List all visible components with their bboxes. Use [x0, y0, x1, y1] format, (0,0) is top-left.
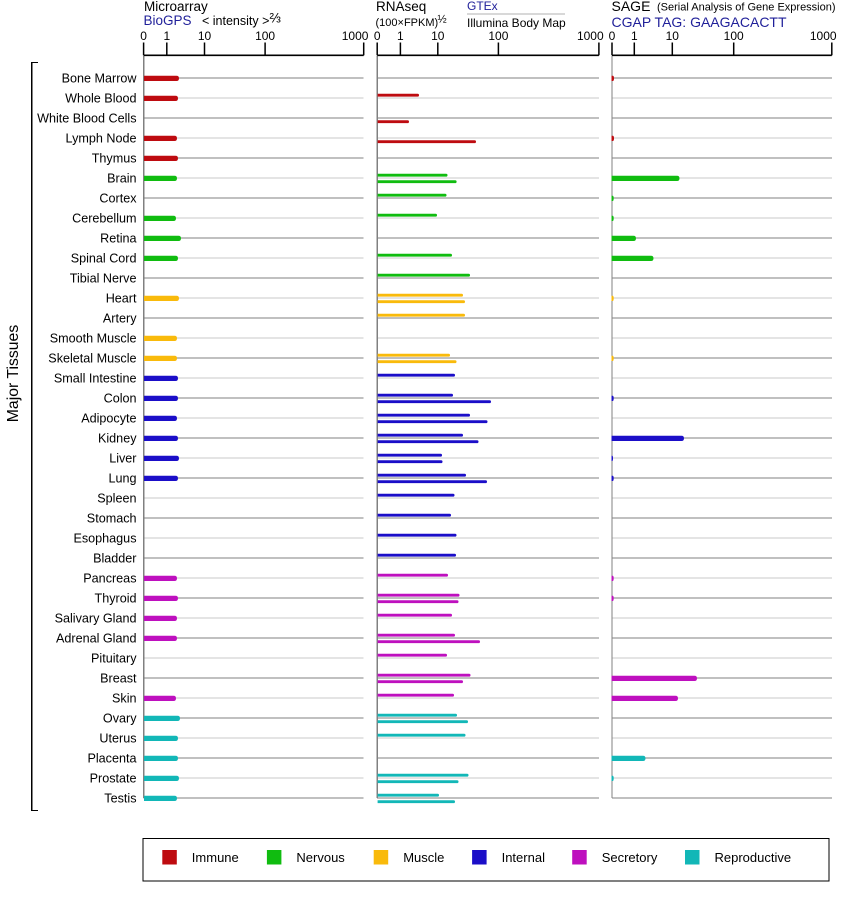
- svg-text:Microarray: Microarray: [144, 0, 208, 14]
- svg-text:CGAP TAG: GAAGACACTT: CGAP TAG: GAAGACACTT: [612, 14, 787, 30]
- svg-text:Placenta: Placenta: [87, 752, 136, 766]
- svg-text:(Serial Analysis of Gene Expre: (Serial Analysis of Gene Expression): [657, 2, 836, 14]
- svg-text:SAGE: SAGE: [612, 0, 651, 14]
- svg-text:Heart: Heart: [106, 292, 137, 306]
- svg-text:Cortex: Cortex: [99, 192, 137, 206]
- svg-text:Lung: Lung: [108, 472, 136, 486]
- svg-text:GTEx: GTEx: [467, 0, 498, 13]
- svg-text:Internal: Internal: [502, 850, 545, 865]
- svg-text:Cerebellum: Cerebellum: [72, 212, 136, 226]
- svg-text:Spleen: Spleen: [97, 492, 136, 506]
- svg-text:Esophagus: Esophagus: [73, 532, 136, 546]
- svg-text:(100×FPKM): (100×FPKM): [376, 17, 439, 29]
- svg-text:Muscle: Muscle: [403, 850, 444, 865]
- svg-text:Kidney: Kidney: [98, 432, 137, 446]
- svg-text:100: 100: [724, 29, 744, 43]
- svg-text:Whole Blood: Whole Blood: [65, 92, 136, 106]
- svg-text:1000: 1000: [342, 29, 369, 43]
- svg-text:Nervous: Nervous: [296, 850, 345, 865]
- svg-text:Artery: Artery: [103, 312, 137, 326]
- svg-text:Salivary Gland: Salivary Gland: [55, 612, 137, 626]
- svg-text:< intensity >: < intensity >: [202, 14, 269, 28]
- svg-text:Skeletal Muscle: Skeletal Muscle: [48, 352, 136, 366]
- svg-text:Uterus: Uterus: [99, 732, 136, 746]
- svg-text:10: 10: [666, 29, 680, 43]
- svg-text:Secretory: Secretory: [602, 850, 658, 865]
- svg-text:0: 0: [140, 29, 147, 43]
- svg-text:White Blood Cells: White Blood Cells: [37, 112, 136, 126]
- svg-text:Immune: Immune: [192, 850, 239, 865]
- svg-text:½: ½: [438, 13, 447, 25]
- svg-text:100: 100: [488, 29, 508, 43]
- svg-text:0: 0: [609, 29, 616, 43]
- svg-text:1: 1: [631, 29, 638, 43]
- svg-text:Retina: Retina: [100, 232, 136, 246]
- svg-text:0: 0: [374, 29, 381, 43]
- svg-text:Tibial Nerve: Tibial Nerve: [70, 272, 137, 286]
- svg-text:RNAseq: RNAseq: [376, 0, 426, 14]
- svg-text:BioGPS: BioGPS: [144, 13, 192, 28]
- svg-text:Prostate: Prostate: [90, 772, 137, 786]
- svg-text:Adipocyte: Adipocyte: [81, 412, 136, 426]
- svg-text:Brain: Brain: [107, 172, 136, 186]
- svg-text:Lymph Node: Lymph Node: [66, 132, 137, 146]
- svg-text:Spinal Cord: Spinal Cord: [71, 252, 137, 266]
- svg-text:Pancreas: Pancreas: [83, 572, 136, 586]
- svg-text:1: 1: [397, 29, 404, 43]
- svg-text:Pituitary: Pituitary: [91, 652, 137, 666]
- svg-text:Colon: Colon: [104, 392, 137, 406]
- svg-text:Illumina Body Map: Illumina Body Map: [467, 16, 566, 30]
- svg-text:Small Intestine: Small Intestine: [54, 372, 137, 386]
- svg-text:Major Tissues: Major Tissues: [5, 325, 22, 423]
- svg-text:Reproductive: Reproductive: [715, 850, 792, 865]
- svg-text:Thymus: Thymus: [92, 152, 137, 166]
- svg-text:1000: 1000: [810, 29, 837, 43]
- svg-text:1: 1: [163, 29, 170, 43]
- svg-text:Stomach: Stomach: [87, 512, 137, 526]
- svg-text:Testis: Testis: [104, 792, 136, 806]
- svg-text:Thyroid: Thyroid: [95, 592, 137, 606]
- svg-text:Bone Marrow: Bone Marrow: [62, 72, 138, 86]
- svg-text:100: 100: [255, 29, 275, 43]
- svg-text:Breast: Breast: [100, 672, 137, 686]
- svg-text:⅔: ⅔: [270, 11, 281, 26]
- svg-text:Bladder: Bladder: [93, 552, 136, 566]
- svg-text:Ovary: Ovary: [103, 712, 137, 726]
- svg-text:1000: 1000: [577, 29, 604, 43]
- svg-text:Adrenal Gland: Adrenal Gland: [56, 632, 137, 646]
- svg-text:Skin: Skin: [112, 692, 137, 706]
- svg-text:Liver: Liver: [109, 452, 136, 466]
- svg-text:10: 10: [198, 29, 212, 43]
- svg-text:10: 10: [431, 29, 445, 43]
- svg-text:Smooth Muscle: Smooth Muscle: [50, 332, 137, 346]
